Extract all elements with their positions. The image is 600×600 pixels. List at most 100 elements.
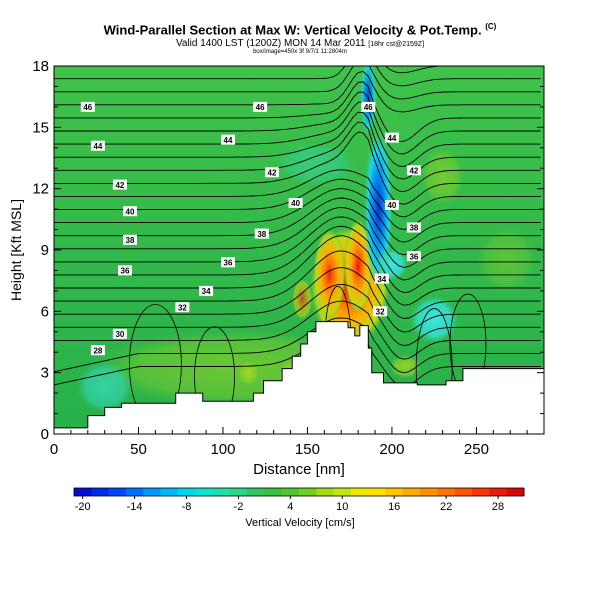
colorbar-segment	[385, 488, 404, 496]
colorbar-tick-label: -14	[127, 501, 143, 513]
colorbar-segment	[125, 488, 144, 496]
y-tick-label: 18	[32, 58, 49, 75]
colorbar-segment	[437, 488, 456, 496]
contour-label-box	[288, 198, 303, 208]
contour-label-text: 32	[376, 308, 385, 317]
cyan-cell-east	[410, 295, 459, 344]
contour-label-text: 36	[409, 252, 418, 261]
contour-label-box	[373, 306, 388, 317]
contour-label-text: 44	[93, 142, 102, 151]
contour-label: 44	[90, 140, 105, 151]
contour-label-box	[90, 140, 105, 151]
colorbar-segment	[316, 488, 335, 496]
contour-label-box	[123, 206, 137, 217]
x-tick-label: 100	[210, 441, 235, 458]
chart-title: Wind-Parallel Section at Max W: Vertical…	[0, 22, 600, 37]
contour-label-text: 34	[377, 275, 386, 284]
theta-contour-line	[54, 131, 541, 205]
contour-label: 44	[221, 134, 235, 145]
theta-contour-line	[54, 101, 541, 167]
chart-subtitle-line2: box/image=450x 3f 9/7/1 11:2804m	[253, 49, 347, 55]
contour-label-box	[112, 328, 127, 339]
contour-label-text: 30	[115, 330, 124, 339]
contour-label-box	[112, 179, 127, 190]
colorbar-tick-label: -8	[182, 501, 192, 513]
chart-title-mark: (C)	[485, 22, 497, 31]
colorbar-segment	[212, 488, 231, 496]
theta-contour-line	[54, 334, 541, 387]
contour-label-box	[80, 101, 95, 112]
contour-label-box	[374, 273, 389, 284]
colorbar-segment	[74, 488, 92, 496]
contour-label-text: 40	[126, 207, 135, 216]
colorbar-tick-label: 10	[336, 501, 348, 513]
colorbar-tick-label: 4	[287, 501, 293, 513]
colorbar-segment	[350, 488, 369, 496]
x-tick-label: 50	[130, 441, 147, 458]
contour-label-box	[384, 132, 399, 143]
contour-label-box	[199, 285, 214, 296]
theta-contour-line	[54, 225, 541, 294]
y-tick-label: 6	[41, 303, 49, 320]
colorbar-tick-label: 28	[492, 501, 504, 513]
contour-label-box	[406, 165, 421, 176]
colorbar-group: -20 -14 -8 -2 4 10 16 22 28	[73, 487, 525, 513]
colorbar-frame	[73, 487, 525, 497]
contour-label-text: 38	[409, 224, 418, 233]
contour-label-text: 38	[257, 230, 266, 239]
contour-label: 32	[175, 302, 190, 313]
contour-label-box	[175, 302, 190, 313]
contour-label-box	[118, 265, 132, 276]
contour-label-text: 44	[387, 134, 396, 143]
x-tick-label: 200	[379, 441, 404, 458]
contour-label: 36	[221, 257, 235, 268]
chart-subtitle-text: Valid 1400 LST (1200Z) MON 14 Mar 2011	[175, 38, 366, 49]
colorbar-segment	[247, 488, 265, 496]
colorbar-segment	[368, 488, 387, 496]
contour-label: 32	[373, 306, 388, 317]
contour-label: 42	[112, 179, 127, 190]
theta-contour-line	[54, 207, 541, 268]
theta-contour-line	[54, 66, 541, 100]
contour-label: 36	[118, 265, 132, 276]
contour-label: 38	[406, 222, 421, 233]
contour-label-text: 40	[387, 201, 396, 210]
colorbar-segment	[454, 488, 473, 496]
colorbar-tick-label: -20	[75, 501, 91, 513]
colorbar-segment	[160, 488, 179, 496]
colorbar-segment	[402, 488, 421, 496]
colorbar-tick-label: 16	[388, 501, 400, 513]
terrain-profile	[54, 321, 544, 434]
contour-label-box	[254, 228, 269, 239]
colorbar-segment	[91, 488, 110, 496]
contour-label-text: 40	[291, 199, 300, 208]
contour-label: 46	[253, 101, 268, 112]
theta-contour-line	[54, 66, 541, 87]
x-tick-label: 250	[464, 441, 489, 458]
theta-contour-line	[54, 111, 541, 180]
contour-label-text: 46	[256, 103, 265, 112]
contour-label-box	[406, 251, 421, 262]
contour-label-text: 36	[121, 267, 130, 276]
contour-label-box	[406, 222, 421, 233]
theta-contour-line	[54, 121, 541, 193]
contour-label-box	[253, 101, 268, 112]
contour-label-box	[384, 200, 399, 210]
contour-label-box	[265, 167, 279, 178]
contour-label: 30	[112, 328, 127, 339]
colorbar-segment	[177, 488, 196, 496]
theta-contour-line	[54, 71, 541, 113]
contour-label: 36	[406, 251, 421, 262]
colorbar-segment	[506, 488, 525, 496]
theta-contour-line	[54, 188, 541, 243]
lime-patch-lee	[389, 354, 422, 379]
contour-label-text: 46	[364, 103, 373, 112]
contour-label: 46	[361, 101, 376, 112]
chart-title-text: Wind-Parallel Section at Max W: Vertical…	[103, 22, 482, 38]
theta-contour-line	[54, 235, 541, 306]
theta-contour-line	[54, 169, 541, 218]
contour-label-text: 38	[126, 236, 135, 245]
contour-label-text: 42	[115, 181, 124, 190]
downdraft-low	[375, 248, 408, 281]
